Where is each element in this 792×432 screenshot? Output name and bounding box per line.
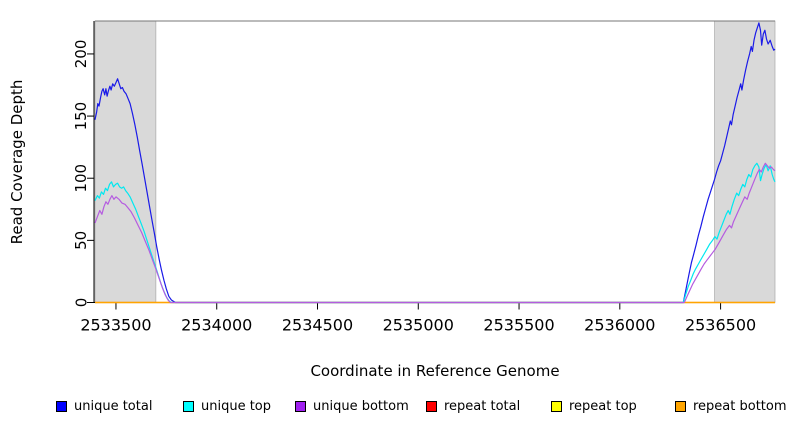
legend-label: unique total — [74, 399, 153, 414]
legend-label: unique top — [201, 399, 272, 414]
x-axis-title: Coordinate in Reference Genome — [310, 362, 560, 380]
legend-item-repeat-bottom: repeat bottom — [675, 399, 787, 414]
y-axis-title: Read Coverage Depth — [8, 79, 26, 245]
shaded-region — [714, 20, 776, 303]
legend-swatch-repeat-bottom — [675, 401, 686, 412]
legend-swatch-unique-bottom — [295, 401, 306, 412]
series-unique-top — [94, 162, 776, 304]
legend-item-repeat-total: repeat total — [426, 399, 520, 414]
x-tick-label: 2536000 — [584, 316, 655, 335]
y-tick-label: 50 — [72, 231, 90, 250]
x-tick-label: 2536500 — [685, 316, 756, 335]
y-tick-label: 0 — [72, 298, 90, 308]
legend-swatch-unique-total — [56, 401, 67, 412]
x-tick-label: 2534500 — [282, 316, 353, 335]
legend-label: repeat top — [569, 399, 637, 414]
x-tick-label: 2535000 — [383, 316, 454, 335]
legend-item-unique-total: unique total — [56, 399, 152, 414]
legend-label: unique bottom — [313, 399, 409, 414]
x-tick-label: 2535500 — [483, 316, 554, 335]
shaded-region — [94, 20, 157, 303]
x-tick-label: 2534000 — [181, 316, 252, 335]
y-tick-label: 200 — [72, 40, 90, 69]
y-tick-label: 100 — [72, 164, 90, 193]
series-unique-bottom — [94, 162, 776, 304]
chart-legend: unique total unique top unique bottom repea… — [0, 399, 792, 421]
legend-label: repeat total — [444, 399, 521, 414]
legend-item-unique-bottom: unique bottom — [295, 399, 409, 414]
legend-item-unique-top: unique top — [183, 399, 271, 414]
y-tick-label: 150 — [72, 102, 90, 131]
legend-swatch-repeat-top — [551, 401, 562, 412]
legend-swatch-unique-top — [183, 401, 194, 412]
x-tick-label: 2533500 — [80, 316, 151, 335]
legend-swatch-repeat-total — [426, 401, 437, 412]
series-unique-total — [94, 22, 776, 304]
legend-item-repeat-top: repeat top — [551, 399, 637, 414]
legend-label: repeat bottom — [693, 399, 787, 414]
